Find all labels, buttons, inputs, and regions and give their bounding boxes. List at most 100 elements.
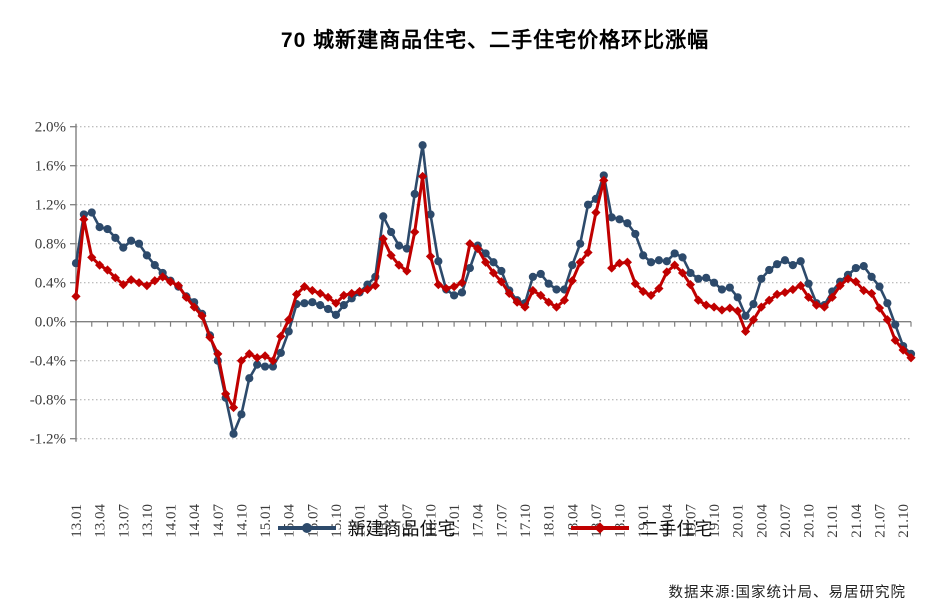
data-point-diamond xyxy=(362,284,373,295)
data-point-diamond xyxy=(276,331,286,341)
x-tick-label: 17.10 xyxy=(518,504,534,538)
data-point-diamond xyxy=(520,302,530,312)
data-point-diamond xyxy=(126,275,136,285)
data-point-diamond xyxy=(284,315,294,325)
data-point-circle xyxy=(552,285,561,294)
data-point-circle xyxy=(749,300,758,309)
data-point-diamond xyxy=(906,353,916,363)
data-point-diamond xyxy=(559,295,569,305)
data-point-diamond xyxy=(418,171,428,182)
x-tick-label: 16.04 xyxy=(376,504,392,538)
data-point-diamond xyxy=(662,267,672,277)
data-point-diamond xyxy=(654,283,664,294)
x-tick-label: 13.04 xyxy=(93,504,109,538)
data-point-circle xyxy=(481,249,490,258)
data-point-diamond xyxy=(110,273,120,283)
data-point-circle xyxy=(268,362,278,371)
data-point-circle xyxy=(599,171,608,180)
data-point-diamond xyxy=(260,351,270,361)
data-point-diamond xyxy=(236,356,247,366)
chart-title: 70 城新建商品住宅、二手住宅价格环比涨幅 xyxy=(280,29,710,52)
data-point-circle xyxy=(796,257,805,266)
x-tick-label: 19.04 xyxy=(660,504,676,538)
data-point-diamond xyxy=(599,175,609,185)
data-point-diamond xyxy=(370,281,380,291)
data-point-diamond xyxy=(670,260,680,270)
x-tick-label: 19.01 xyxy=(636,504,652,538)
x-tick-label: 20.07 xyxy=(778,504,794,538)
y-axis-tick-labels: 2.0% 1.6% 1.2% 0.8% 0.4% 0.0% -0.4% -0.8% -1.2% xyxy=(30,120,66,448)
data-point-diamond xyxy=(788,284,798,295)
data-point-circle xyxy=(702,273,711,282)
data-point-circle xyxy=(119,243,128,252)
data-point-circle xyxy=(363,280,372,289)
data-point-diamond xyxy=(268,356,278,366)
data-point-circle xyxy=(465,263,474,273)
x-tick-label: 15.01 xyxy=(258,504,274,538)
x-tick-label: 16.01 xyxy=(353,504,369,538)
data-point-diamond xyxy=(315,288,325,299)
data-point-diamond xyxy=(614,258,625,268)
data-point-circle xyxy=(615,215,624,224)
data-point-circle xyxy=(434,257,443,266)
data-point-circle xyxy=(394,241,404,250)
x-tick-label: 16.10 xyxy=(423,504,439,538)
data-point-diamond xyxy=(796,281,806,291)
data-point-diamond xyxy=(764,295,774,305)
data-point-diamond xyxy=(843,274,853,284)
data-point-circle xyxy=(489,258,498,267)
line-diamond-marker-icon xyxy=(570,521,629,534)
data-point-diamond xyxy=(228,402,239,413)
data-point-diamond xyxy=(512,297,522,307)
data-point-circle xyxy=(654,256,664,265)
y-tick-label: -1.2% xyxy=(30,432,66,448)
x-tick-label: 21.04 xyxy=(849,504,865,538)
x-axis xyxy=(75,321,912,327)
data-point-circle xyxy=(418,141,427,150)
data-point-circle xyxy=(631,229,640,239)
data-point-diamond xyxy=(221,389,231,399)
data-point-diamond xyxy=(142,281,152,291)
data-point-diamond xyxy=(528,285,538,296)
data-point-diamond xyxy=(291,289,302,299)
data-point-diamond xyxy=(323,292,333,302)
data-point-diamond xyxy=(835,281,845,291)
data-point-diamond xyxy=(859,285,869,296)
data-point-circle xyxy=(339,301,348,310)
x-tick-label: 17.01 xyxy=(447,504,463,538)
data-point-circle xyxy=(229,429,238,438)
data-point-circle xyxy=(142,251,151,260)
data-point-circle xyxy=(883,299,892,308)
data-point-circle xyxy=(260,362,270,371)
data-point-circle xyxy=(544,279,553,288)
x-tick-label: 17.04 xyxy=(471,503,487,537)
data-point-diamond xyxy=(504,288,514,299)
data-point-diamond xyxy=(646,290,656,300)
data-point-diamond xyxy=(481,257,491,267)
data-point-diamond xyxy=(551,302,562,312)
data-point-circle xyxy=(686,268,695,278)
data-point-diamond xyxy=(307,285,317,296)
x-tick-label: 19.07 xyxy=(683,504,699,538)
source-note: 数据来源:国家统计局、易居研究院 xyxy=(668,585,906,601)
data-point-diamond xyxy=(95,260,105,270)
data-point-diamond xyxy=(536,290,546,300)
x-tick-label: 19.10 xyxy=(707,504,723,538)
data-point-circle xyxy=(308,298,317,307)
data-point-circle xyxy=(402,244,411,253)
data-point-diamond xyxy=(496,277,506,287)
y-gridlines xyxy=(70,126,911,440)
y-tick-label: -0.8% xyxy=(30,393,66,409)
data-point-circle xyxy=(284,327,293,336)
data-point-circle xyxy=(725,283,734,292)
x-tick-label: 17.07 xyxy=(494,503,510,537)
data-point-diamond xyxy=(158,272,168,282)
data-point-circle xyxy=(709,278,719,287)
data-point-diamond xyxy=(189,302,199,312)
data-point-diamond xyxy=(717,305,727,315)
data-point-circle xyxy=(386,227,396,237)
data-point-circle xyxy=(87,208,96,217)
data-point-diamond xyxy=(378,234,388,244)
